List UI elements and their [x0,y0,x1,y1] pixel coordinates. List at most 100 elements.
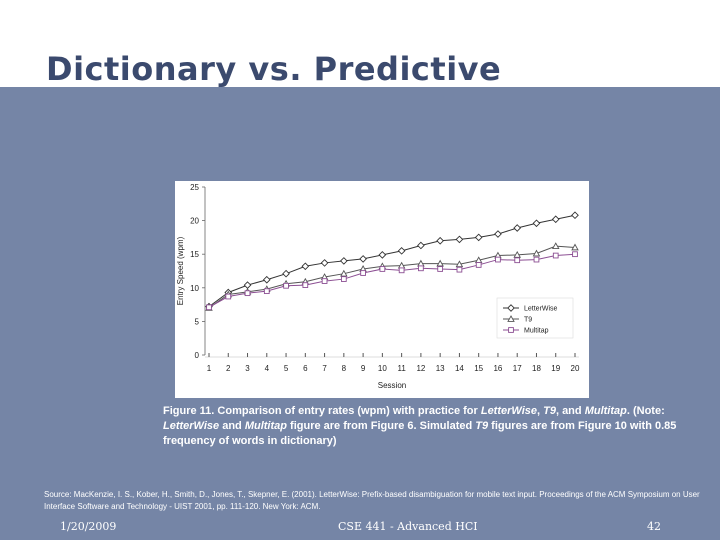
x-tick-label: 8 [342,364,347,373]
x-tick-label: 10 [378,364,387,373]
data-point-letterwise [320,259,329,267]
x-tick-label: 11 [397,364,406,373]
y-tick-label: 25 [190,183,199,192]
slide-title: Dictionary vs. Predictive [46,50,502,88]
caption-text: Figure 11. Comparison of entry rates (wp… [163,405,481,417]
data-point-t9 [455,260,464,268]
data-point-letterwise [494,230,502,238]
data-point-letterwise [262,275,271,284]
legend-label-t9: T9 [524,317,532,324]
legend-marker-letterwise [507,304,515,312]
y-tick-label: 0 [195,351,200,360]
x-tick-label: 6 [303,364,308,373]
y-tick-label: 20 [190,217,199,226]
caption-italic-letterwise: LetterWise [163,420,220,432]
data-point-letterwise [513,224,522,232]
y-tick-label: 15 [190,250,199,259]
x-tick-label: 16 [493,364,502,373]
data-point-multitap [514,257,521,264]
data-point-multitap [398,267,405,274]
data-point-letterwise [378,251,387,259]
x-tick-label: 5 [284,364,289,373]
data-point-letterwise [551,215,560,224]
caption-italic-multitap: Multitap [244,420,287,432]
data-point-letterwise [282,269,290,278]
data-point-letterwise [417,241,425,250]
data-point-multitap [533,256,540,263]
x-tick-label: 7 [322,364,327,373]
data-point-multitap [263,288,270,295]
footer-date: 1/20/2009 [60,520,117,533]
data-point-multitap [244,290,251,297]
data-point-multitap [495,256,501,263]
data-point-letterwise [532,219,541,228]
data-point-letterwise [243,281,252,289]
caption-text: figure are from Figure 6. Simulated [286,420,476,432]
data-point-letterwise [474,233,483,242]
x-tick-label: 19 [551,364,560,373]
legend-label-multitap: Multitap [524,328,549,335]
x-tick-label: 13 [436,364,445,373]
data-point-letterwise [359,255,367,263]
caption-italic-t9: T9 [543,405,556,417]
series-line-multitap [208,253,576,308]
data-point-t9 [532,249,541,257]
data-point-multitap [206,304,212,311]
data-point-t9 [340,269,348,277]
y-axis-label: Entry Speed (wpm) [176,236,185,305]
caption-text: . (Note: [626,405,665,417]
source-citation: Source: MacKenzie, I. S., Kober, H., Smi… [44,490,700,511]
x-tick-label: 4 [265,364,270,373]
y-tick-label: 10 [190,284,199,293]
data-point-multitap [379,266,386,272]
data-point-t9 [571,243,579,251]
data-point-t9 [436,259,444,267]
x-tick-label: 15 [474,364,483,373]
caption-text: , and [555,405,585,417]
x-tick-label: 18 [532,364,541,373]
figure-caption: Figure 11. Comparison of entry rates (wp… [163,404,683,449]
x-tick-label: 14 [455,364,464,373]
data-point-multitap [552,252,559,259]
caption-italic-letterwise: LetterWise [480,405,537,417]
data-point-multitap [321,278,328,284]
x-tick-label: 9 [361,364,366,373]
x-tick-label: 20 [571,364,580,373]
legend-marker-t9 [507,315,515,322]
caption-text: figures are from Figure 10 with 0.85 fre… [163,420,677,447]
legend-marker-multitap [508,327,514,333]
chart-panel: 0 5 10 15 20 25 1 2 3 4 5 6 7 8 9 10 11 12 13 14 15 16 17 18 19 2… [175,181,589,398]
data-point-letterwise [397,247,406,255]
series-line-letterwise [208,214,576,308]
data-point-multitap [418,265,424,272]
footer-page-number: 42 [647,520,661,533]
x-tick-label: 12 [416,364,425,373]
data-point-letterwise [571,211,579,220]
caption-text: , [536,405,544,417]
x-tick-label: 3 [245,364,250,373]
legend-label-letterwise: LetterWise [524,306,558,313]
data-point-multitap [475,262,482,268]
data-point-letterwise [436,236,444,245]
data-point-multitap [456,266,463,273]
data-point-multitap [572,251,578,258]
y-tick-label: 5 [195,317,200,326]
data-point-t9 [551,242,560,249]
data-point-t9 [513,250,521,258]
x-axis-label: Session [378,381,406,390]
x-tick-label: 17 [513,364,522,373]
caption-text: and [219,420,245,432]
footer-course-name: CSE 441 - Advanced HCI [338,520,478,533]
x-tick-label: 1 [207,364,212,373]
data-point-multitap [302,282,309,288]
data-point-letterwise [340,257,348,265]
x-tick-label: 2 [226,364,231,373]
data-point-letterwise [455,235,464,244]
data-point-multitap [360,270,366,276]
data-point-multitap [340,276,347,282]
data-point-multitap [437,266,444,272]
data-point-multitap [283,282,289,289]
data-point-letterwise [301,262,310,271]
series-line-t9 [208,245,576,309]
